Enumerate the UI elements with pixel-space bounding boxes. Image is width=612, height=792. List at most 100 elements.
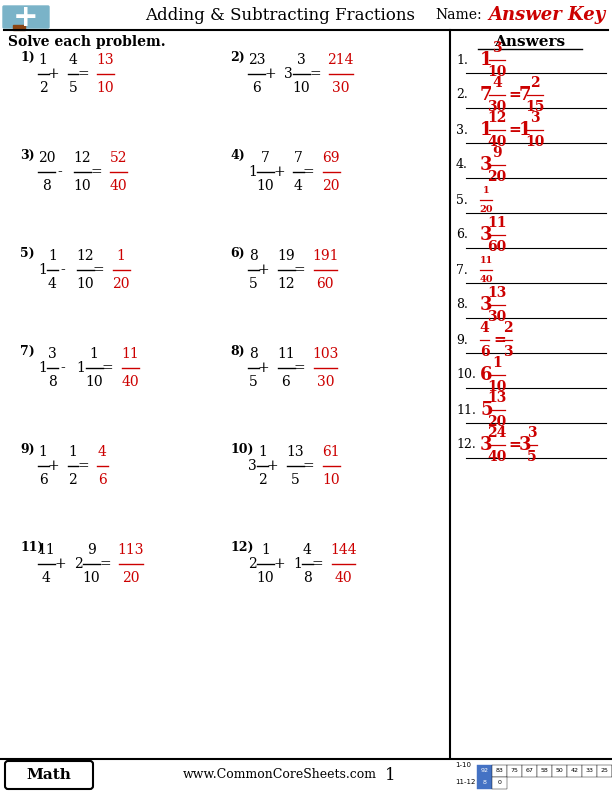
Text: 6: 6 [480, 345, 490, 359]
Text: +: + [273, 165, 285, 179]
Text: 214: 214 [327, 53, 354, 67]
Text: 1: 1 [483, 186, 490, 195]
Text: 1: 1 [38, 263, 47, 277]
Text: 1): 1) [20, 51, 35, 64]
Text: 13: 13 [487, 286, 507, 300]
Text: 10.: 10. [456, 368, 476, 382]
Text: 9): 9) [20, 443, 35, 456]
Text: 5: 5 [249, 277, 258, 291]
Text: 5): 5) [20, 247, 35, 260]
Text: 12: 12 [73, 151, 91, 165]
Text: 50: 50 [556, 768, 564, 774]
Text: 6: 6 [98, 473, 106, 487]
Text: 1: 1 [76, 361, 86, 375]
Text: 7: 7 [261, 151, 270, 165]
Text: 4: 4 [294, 179, 303, 193]
Text: 75: 75 [510, 768, 518, 774]
Text: =: = [294, 361, 305, 375]
Text: 6: 6 [282, 375, 290, 389]
Text: -: - [60, 263, 65, 277]
Text: 4: 4 [303, 543, 312, 557]
Text: 4: 4 [98, 445, 106, 459]
Text: 4: 4 [69, 53, 77, 67]
Text: 3: 3 [48, 347, 57, 361]
Text: 1: 1 [480, 51, 493, 69]
Text: 42: 42 [570, 768, 578, 774]
Text: 6: 6 [480, 366, 493, 384]
Text: 2: 2 [39, 81, 48, 95]
Text: 8: 8 [249, 249, 258, 263]
Text: 13: 13 [97, 53, 114, 67]
Text: 6): 6) [230, 247, 245, 260]
Text: 8): 8) [230, 345, 245, 358]
Text: Adding & Subtracting Fractions: Adding & Subtracting Fractions [145, 6, 415, 24]
Text: 10: 10 [487, 65, 507, 79]
Text: 3: 3 [480, 226, 493, 244]
Text: 1: 1 [480, 121, 493, 139]
Text: 0: 0 [498, 780, 501, 786]
Text: 15: 15 [525, 100, 545, 114]
Text: 7.: 7. [456, 264, 468, 276]
Bar [492, 765, 507, 777]
Text: +: + [273, 557, 285, 571]
Text: 1.: 1. [456, 54, 468, 67]
Text: 5: 5 [527, 450, 537, 464]
Text: 2: 2 [69, 473, 77, 487]
Text: 9.: 9. [456, 333, 468, 347]
Text: =: = [303, 459, 315, 473]
Bar [522, 765, 537, 777]
Text: =: = [303, 165, 315, 179]
Bar [597, 765, 612, 777]
Text: -: - [58, 165, 62, 179]
Text: 40: 40 [479, 275, 493, 284]
FancyBboxPatch shape [5, 761, 93, 789]
Text: 60: 60 [487, 240, 506, 254]
Text: 58: 58 [540, 768, 548, 774]
Text: =: = [509, 438, 521, 452]
Text: 1: 1 [248, 165, 257, 179]
Text: 1: 1 [89, 347, 99, 361]
Text: 30: 30 [316, 375, 334, 389]
Text: 113: 113 [118, 543, 144, 557]
Text: 1: 1 [39, 53, 48, 67]
Text: 2: 2 [503, 321, 512, 335]
Text: 40: 40 [110, 179, 127, 193]
Text: +: + [267, 459, 278, 473]
Text: +: + [13, 2, 39, 32]
Text: Solve each problem.: Solve each problem. [8, 35, 166, 49]
Text: 1: 1 [293, 557, 302, 571]
Text: 11: 11 [487, 216, 507, 230]
Text: 10): 10) [230, 443, 253, 456]
Text: 144: 144 [330, 543, 357, 557]
Text: 3: 3 [480, 156, 493, 174]
Text: 8.: 8. [456, 299, 468, 311]
Text: 40: 40 [334, 571, 352, 585]
Text: 6.: 6. [456, 229, 468, 242]
Bar [0, 759, 612, 792]
Text: 9: 9 [87, 543, 96, 557]
Text: 10: 10 [256, 179, 274, 193]
Text: 13: 13 [286, 445, 304, 459]
Text: =: = [90, 165, 102, 179]
Text: www.CommonCoreSheets.com: www.CommonCoreSheets.com [183, 768, 377, 782]
Text: =: = [92, 263, 104, 277]
Text: 4.: 4. [456, 158, 468, 172]
Text: 20: 20 [487, 415, 506, 429]
Text: 1-10: 1-10 [455, 762, 471, 768]
Text: 92: 92 [480, 768, 488, 774]
Text: +: + [54, 557, 66, 571]
Text: +: + [48, 459, 59, 473]
Text: Answer Key: Answer Key [489, 6, 606, 24]
Text: 4: 4 [480, 321, 490, 335]
Text: 4): 4) [230, 149, 245, 162]
Text: 60: 60 [316, 277, 334, 291]
Text: 4: 4 [42, 571, 51, 585]
Text: 40: 40 [121, 375, 139, 389]
Text: 3: 3 [480, 296, 493, 314]
Text: 11): 11) [20, 541, 43, 554]
Text: 1: 1 [48, 249, 57, 263]
Text: 24: 24 [487, 426, 507, 440]
Text: 20: 20 [122, 571, 140, 585]
Text: 8: 8 [483, 780, 487, 786]
Text: 12): 12) [230, 541, 253, 554]
